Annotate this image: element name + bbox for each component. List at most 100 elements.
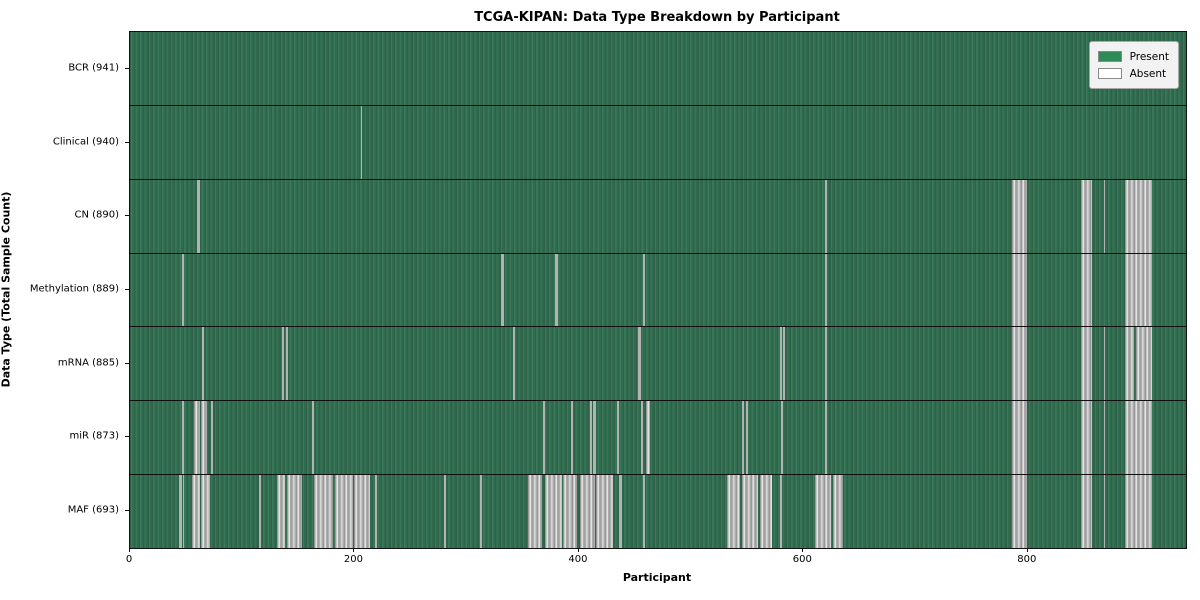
absent-stripe [1080, 253, 1092, 327]
absent-stripe [593, 401, 596, 475]
x-tick-label: 600 [792, 554, 812, 565]
absent-stripe [1125, 253, 1153, 327]
absent-stripe [314, 475, 334, 549]
absent-stripe [824, 401, 827, 475]
absent-stripe [638, 327, 641, 401]
absent-stripe [354, 475, 371, 549]
absent-stripe [179, 475, 182, 549]
absent-stripe [824, 253, 827, 327]
heatmap-row [130, 401, 1186, 476]
absent-stripe [480, 475, 483, 549]
heatmap-row [130, 32, 1186, 106]
heatmap-row [130, 253, 1186, 328]
absent-stripe [1012, 253, 1027, 327]
absent-stripe [335, 475, 354, 549]
y-tick-mark [125, 510, 129, 512]
absent-stripe [555, 253, 558, 327]
x-axis-ticks: 0 200 400 600 800 [125, 548, 1185, 574]
absent-stripe [642, 475, 646, 549]
heatmap-plot-area: Present Absent [129, 31, 1187, 549]
legend-label: Absent [1129, 67, 1167, 80]
absent-stripe [191, 475, 200, 549]
y-tick-label: BCR (941) [68, 62, 119, 74]
absent-stripe [814, 475, 832, 549]
absent-stripe [1080, 179, 1092, 253]
absent-stripe [197, 179, 200, 253]
absent-stripe [640, 401, 643, 475]
y-tick-label: MAF (693) [67, 504, 119, 516]
legend-label: Present [1129, 50, 1169, 63]
absent-stripe [542, 401, 546, 475]
absent-stripe [512, 327, 515, 401]
absent-stripe [374, 475, 377, 549]
y-tick-mark [125, 436, 129, 438]
x-tick-label: 0 [125, 554, 133, 565]
y-tick-mark [125, 67, 129, 69]
absent-stripe [824, 179, 827, 253]
absent-stripe [182, 475, 184, 549]
absent-stripe [571, 401, 574, 475]
absent-stripe [361, 105, 363, 179]
absent-stripe [1012, 401, 1027, 475]
absent-stripe [259, 475, 262, 549]
absent-stripe [595, 475, 613, 549]
absent-stripe [1125, 179, 1153, 253]
absent-stripe [646, 401, 650, 475]
x-tick-mark [353, 548, 355, 552]
x-tick-mark [129, 548, 130, 552]
x-tick-mark [577, 548, 579, 552]
legend-entry-absent: Absent [1097, 65, 1169, 82]
absent-stripe [444, 475, 447, 549]
absent-swatch [1097, 68, 1122, 79]
x-tick-label: 400 [568, 554, 588, 565]
x-tick-mark [1026, 548, 1028, 552]
y-axis-ticks: BCR (941) Clinical (940) CN (890) Methylati… [0, 31, 129, 547]
absent-stripe [1080, 401, 1092, 475]
absent-stripe [1125, 401, 1153, 475]
absent-stripe [1104, 401, 1106, 475]
absent-stripe [200, 401, 208, 475]
absent-stripe [580, 475, 595, 549]
absent-stripe [727, 475, 741, 549]
heatmap-row [130, 327, 1186, 402]
absent-stripe [285, 327, 289, 401]
y-tick-mark [125, 289, 129, 290]
absent-stripe [563, 475, 577, 549]
absent-stripe [501, 253, 504, 327]
x-axis-label: Participant [622, 571, 692, 584]
x-tick-label: 800 [1017, 554, 1037, 565]
absent-stripe [741, 401, 744, 475]
y-tick-label: miR (873) [69, 430, 119, 442]
absent-stripe [619, 475, 622, 549]
absent-stripe [779, 475, 782, 549]
absent-stripe [832, 475, 843, 549]
absent-stripe [783, 327, 786, 401]
absent-stripe [1104, 179, 1106, 253]
heatmap-row [130, 179, 1186, 254]
absent-stripe [193, 401, 200, 475]
absent-stripe [642, 253, 646, 327]
absent-stripe [759, 475, 772, 549]
absent-stripe [824, 327, 827, 401]
absent-stripe [1080, 327, 1092, 401]
absent-stripe [201, 327, 205, 401]
absent-stripe [1012, 475, 1027, 549]
absent-stripe [1104, 475, 1106, 549]
absent-stripe [780, 401, 784, 475]
y-tick-mark [125, 141, 129, 143]
absent-stripe [1080, 475, 1092, 549]
absent-stripe [181, 401, 184, 475]
y-tick-label: CN (890) [74, 209, 119, 221]
absent-stripe [1012, 327, 1027, 401]
absent-stripe [181, 253, 184, 327]
y-tick-label: mRNA (885) [57, 357, 119, 369]
legend-entry-present: Present [1097, 48, 1169, 65]
absent-stripe [311, 401, 315, 475]
x-tick-label: 200 [343, 554, 363, 565]
absent-stripe [590, 401, 593, 475]
y-tick-mark [125, 362, 129, 364]
absent-stripe [287, 475, 302, 549]
absent-stripe [617, 401, 620, 475]
absent-stripe [1135, 327, 1153, 401]
